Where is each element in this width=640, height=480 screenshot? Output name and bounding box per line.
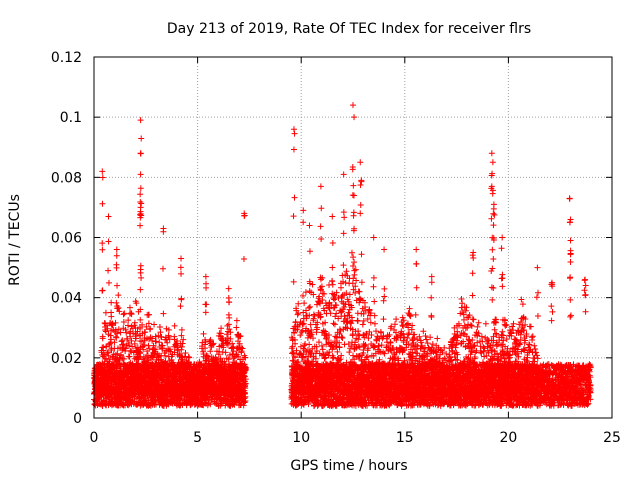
data-points [91,102,594,409]
data-point [131,322,138,329]
data-point [125,317,132,324]
data-point [145,320,152,327]
data-point [122,326,129,333]
data-point [105,349,112,356]
data-point [108,321,115,328]
data-point [123,335,130,342]
data-point [126,342,133,349]
data-point [103,343,110,350]
data-point [113,334,120,341]
data-point [127,333,134,340]
data-point [107,340,114,347]
data-point [120,355,127,362]
data-point [133,300,140,307]
data-point [102,309,109,316]
data-point [137,316,144,323]
data-point [128,348,135,355]
data-point [125,322,132,329]
data-point [118,352,125,359]
data-point [127,347,134,354]
data-point [150,342,157,349]
chart-title: Day 213 of 2019, Rate Of TEC Index for r… [167,21,531,37]
data-point [123,329,130,336]
data-point [128,311,135,318]
data-point [117,329,124,336]
data-point [134,328,141,335]
data-point [100,347,107,354]
data-point [103,322,110,329]
data-point [137,350,144,357]
data-point [141,329,148,336]
data-point [149,337,156,344]
data-point [96,400,103,407]
data-point [139,321,146,328]
data-point [129,343,136,350]
data-point [125,353,132,360]
data-point [126,394,133,401]
data-point [99,333,106,340]
data-point [121,310,128,317]
data-point [101,351,108,358]
data-point [126,304,133,311]
data-point [132,325,139,332]
data-point [112,319,119,326]
data-point [114,330,121,337]
data-point [112,333,119,340]
data-point [138,338,145,345]
data-point [108,336,115,343]
data-point [133,331,140,338]
data-point [104,350,111,357]
data-point [114,350,121,357]
data-point [130,349,137,356]
data-point [115,304,122,311]
data-point [145,311,152,318]
data-point [109,320,116,327]
data-point [112,327,119,334]
data-point [111,339,118,346]
data-point [116,308,123,315]
data-point [108,299,115,306]
data-point [120,319,127,326]
data-point [119,337,126,344]
data-point [122,345,129,352]
data-point [112,351,119,358]
data-point [115,292,122,299]
data-point [147,325,154,332]
data-point [115,326,122,333]
data-point [143,323,150,330]
data-point [128,337,135,344]
data-point [113,299,120,306]
data-point [145,342,152,349]
data-point [113,364,120,371]
data-point [131,340,138,347]
data-point [108,313,115,320]
data-point [120,311,127,318]
